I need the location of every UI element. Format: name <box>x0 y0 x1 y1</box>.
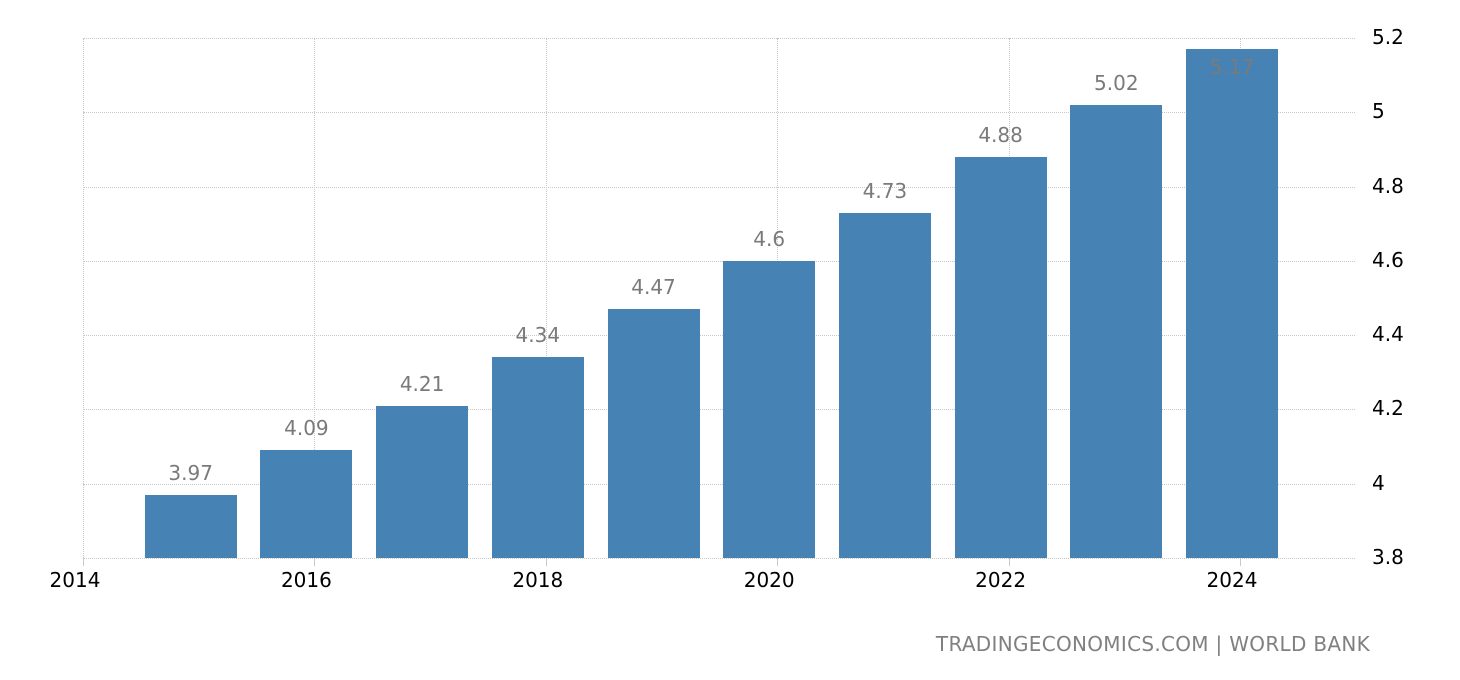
x-tick-label: 2014 <box>49 568 101 592</box>
x-tick-label: 2024 <box>1206 568 1258 592</box>
h-gridline <box>83 38 1355 39</box>
bar-2021 <box>838 212 931 558</box>
bar-value-label: 5.17 <box>1209 55 1255 80</box>
bar-value-label: 4.6 <box>753 226 786 251</box>
v-gridline <box>83 38 84 558</box>
h-gridline <box>83 335 1355 337</box>
h-gridline <box>83 186 1355 188</box>
bar-2020 <box>723 260 816 558</box>
y-tick-label: 4.4 <box>1372 322 1404 347</box>
y-tick-label: 4 <box>1372 470 1385 495</box>
bar-2015 <box>144 494 237 558</box>
h-gridline <box>83 409 1355 411</box>
x-tick-mark <box>1240 558 1241 566</box>
h-gridline <box>83 112 1355 114</box>
bar-2023 <box>1070 104 1163 558</box>
bar-2022 <box>954 156 1047 558</box>
x-tick-mark <box>1008 558 1010 566</box>
x-tick-label: 2020 <box>743 568 795 592</box>
v-gridline <box>314 38 316 558</box>
bar-value-label: 4.34 <box>515 323 561 348</box>
x-tick-mark <box>314 558 316 566</box>
h-gridline <box>83 483 1355 485</box>
x-tick-mark <box>777 558 779 566</box>
x-tick-label: 2018 <box>512 568 564 592</box>
bar-value-label: 5.02 <box>1094 70 1139 95</box>
y-tick-label: 5 <box>1372 99 1385 124</box>
source-credit: TRADINGECONOMICS.COM | WORLD BANK <box>935 632 1370 656</box>
y-tick-label: 4.2 <box>1372 396 1404 421</box>
bar-2016 <box>260 450 353 558</box>
x-tick-mark <box>545 558 547 566</box>
bar-2017 <box>376 405 469 558</box>
h-gridline <box>83 558 1355 559</box>
bar-value-label: 4.09 <box>284 416 329 441</box>
h-gridline <box>83 260 1355 262</box>
y-tick-label: 5.2 <box>1372 25 1404 49</box>
y-tick-label: 4.8 <box>1372 173 1404 198</box>
x-tick-label: 2022 <box>975 568 1027 592</box>
bar-value-label: 3.97 <box>168 460 213 485</box>
y-tick-label: 4.6 <box>1372 247 1404 272</box>
bar-value-label: 4.88 <box>978 122 1023 147</box>
x-tick-mark <box>83 558 84 566</box>
bar-2018 <box>491 357 584 558</box>
bar-value-label: 4.47 <box>631 275 676 300</box>
bar-value-label: 4.21 <box>399 371 445 396</box>
x-tick-label: 2016 <box>280 568 332 592</box>
bar-2019 <box>607 309 700 558</box>
v-gridline <box>545 38 547 558</box>
bar-value-label: 4.73 <box>862 178 908 203</box>
bar-2024 <box>1186 49 1278 558</box>
y-tick-label: 3.8 <box>1372 545 1404 569</box>
